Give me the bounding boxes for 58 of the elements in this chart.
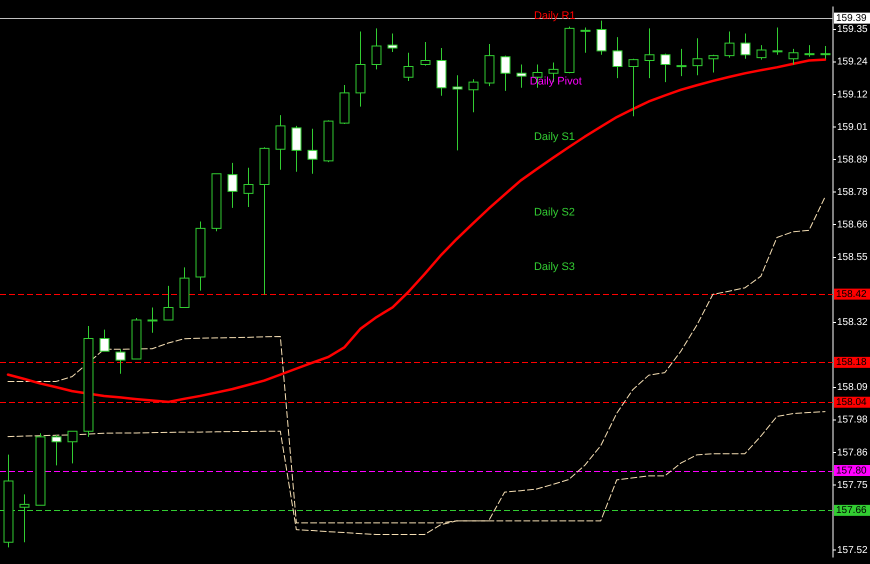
candlestick: [52, 434, 62, 466]
candlestick: [292, 125, 302, 172]
candlestick: [596, 20, 606, 56]
y-tick-label: 158.78: [837, 186, 868, 198]
candlestick: [452, 74, 462, 151]
y-tick-label: 159.35: [837, 24, 868, 36]
candlestick: [276, 114, 286, 170]
candlestick: [660, 53, 670, 83]
candlestick: [708, 54, 718, 73]
candlestick: [500, 55, 510, 92]
ref-line-label: 158.04: [836, 396, 868, 408]
y-tick-label: 158.55: [837, 252, 868, 264]
candlestick: [388, 32, 398, 52]
candlestick: [804, 44, 814, 58]
ref-line-label: 157.66: [836, 505, 868, 516]
candlestick: [116, 348, 126, 374]
annotation: Daily S2: [534, 206, 575, 219]
candlestick: [644, 28, 654, 79]
candlestick: [628, 58, 638, 117]
candlestick: [164, 285, 174, 320]
y-tick-label: 157.75: [837, 480, 868, 491]
candlestick: [772, 26, 782, 56]
candlestick: [372, 28, 382, 70]
candlestick: [420, 42, 430, 66]
y-tick-label: 159.12: [837, 89, 868, 100]
candlestick: [676, 48, 686, 77]
candlestick: [820, 45, 830, 60]
annotation: Daily S3: [534, 261, 575, 274]
candlestick: [100, 329, 110, 352]
candlestick: [756, 44, 766, 60]
y-tick-label: 159.01: [837, 122, 868, 133]
y-tick-label: 158.66: [837, 219, 868, 230]
y-tick-label: 157.86: [837, 447, 868, 458]
candlestick: [228, 162, 238, 208]
ref-line-label: 158.18: [836, 357, 868, 368]
y-tick-label: 158.89: [837, 154, 868, 166]
candlestick: [244, 167, 254, 208]
candlestick: [308, 128, 318, 174]
candlestick: [740, 32, 750, 60]
candlestick: [404, 52, 414, 82]
ref-line-label: 159.39: [836, 12, 868, 24]
y-tick-label: 158.09: [837, 382, 868, 394]
candlestick: [516, 64, 526, 88]
candlestick: [148, 306, 158, 334]
candlestick: [68, 430, 78, 464]
ref-line-label: 158.42: [836, 288, 868, 300]
candlestick: [612, 36, 622, 79]
y-tick-label: 159.24: [837, 56, 868, 68]
candlestick: [724, 30, 734, 58]
ref-line-label: 157.80: [836, 465, 868, 476]
candlestick: [580, 26, 590, 54]
y-tick-label: 158.32: [837, 317, 868, 328]
annotation: Daily S1: [534, 130, 575, 143]
y-tick-label: 157.98: [837, 414, 868, 426]
candlestick: [692, 38, 702, 76]
y-tick-label: 157.52: [837, 544, 868, 556]
candlestick: [788, 48, 798, 65]
candlestick: [468, 78, 478, 113]
